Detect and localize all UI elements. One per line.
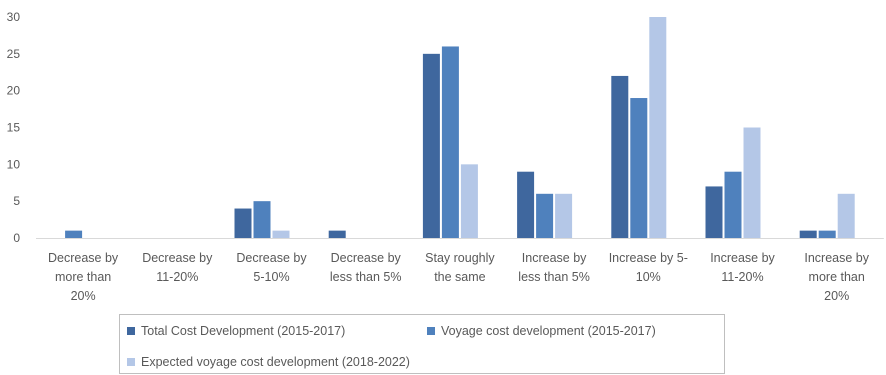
bar: [234, 208, 252, 238]
x-tick-label: Decrease by 11-20%: [142, 251, 213, 284]
legend-swatch: [127, 327, 135, 335]
legend-item-expected-voyage-cost: Expected voyage cost development (2018-2…: [127, 355, 410, 369]
y-axis: 0 5 10 15 20 25 30: [7, 10, 21, 245]
legend-label: Total Cost Development (2015-2017): [141, 324, 346, 338]
y-tick-label: 20: [7, 84, 21, 98]
x-tick-label: Stay roughly the same: [425, 251, 495, 284]
bar: [253, 201, 271, 238]
y-tick-label: 5: [13, 194, 20, 208]
x-axis-labels: Decrease by more than 20% Decrease by 11-20%…: [48, 251, 870, 303]
legend-label: Voyage cost development (2015-2017): [441, 324, 656, 338]
bar: [65, 230, 83, 238]
bar: [555, 193, 573, 238]
bar: [818, 230, 836, 238]
x-tick-label: Increase by 5-10%: [609, 251, 688, 284]
x-tick-label: Increase by 11-20%: [710, 251, 775, 284]
x-tick-label: Increase by less than 5%: [518, 251, 590, 284]
bar: [441, 46, 459, 238]
bar: [460, 164, 478, 238]
x-tick-label: Increase by more than 20%: [804, 251, 869, 303]
bar: [724, 171, 742, 238]
bar: [611, 75, 629, 238]
legend-swatch: [427, 327, 435, 335]
bars: [65, 17, 855, 239]
y-tick-label: 25: [7, 47, 21, 61]
bar: [630, 98, 648, 239]
legend-item-total-cost: Total Cost Development (2015-2017): [127, 324, 345, 338]
bar: [517, 171, 535, 238]
y-tick-label: 0: [13, 231, 20, 245]
bar: [799, 230, 817, 238]
bar: [837, 193, 855, 238]
bar: [422, 53, 440, 239]
x-tick-label: Decrease by more than 20%: [48, 251, 119, 303]
bar: [536, 193, 554, 238]
legend-label: Expected voyage cost development (2018-2…: [141, 355, 410, 369]
y-tick-label: 30: [7, 10, 21, 24]
x-tick-label: Decrease by less than 5%: [330, 251, 402, 284]
bar: [272, 230, 290, 238]
y-tick-label: 15: [7, 121, 21, 135]
bar: [328, 230, 346, 238]
bar: [649, 17, 667, 238]
legend-item-voyage-cost: Voyage cost development (2015-2017): [427, 324, 656, 338]
legend-swatch: [127, 358, 135, 366]
y-tick-label: 10: [7, 157, 21, 171]
bar: [705, 186, 723, 238]
bar: [743, 127, 761, 238]
x-tick-label: Decrease by 5-10%: [236, 251, 307, 284]
legend: Total Cost Development (2015-2017) Voyag…: [119, 314, 725, 374]
